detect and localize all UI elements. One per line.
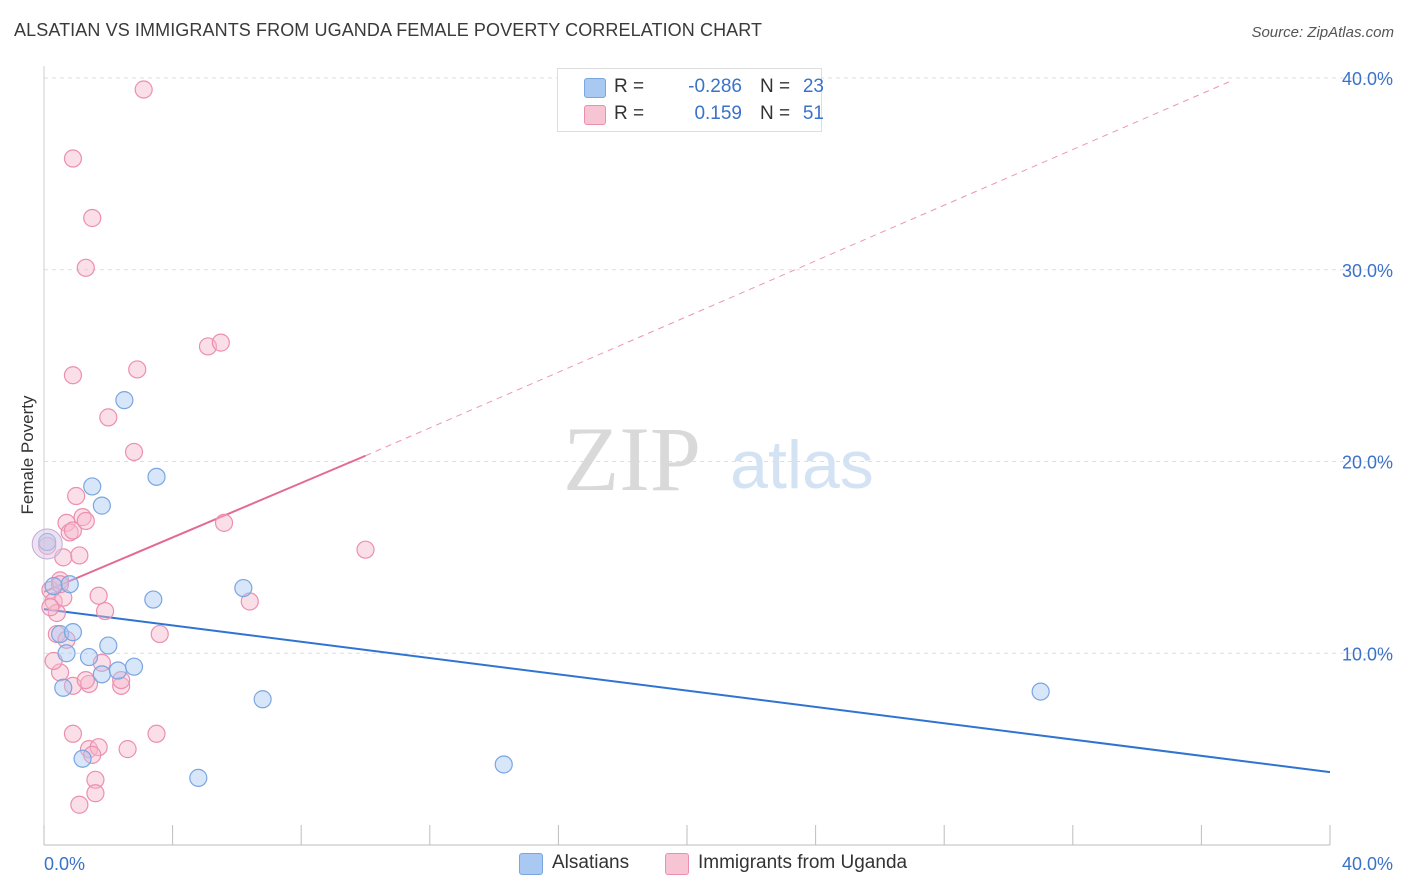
- data-point-alsatians: [54, 678, 73, 697]
- data-point-uganda: [63, 366, 83, 385]
- legend-label-uganda: Immigrants from Uganda: [698, 852, 908, 873]
- data-point-alsatians: [57, 644, 76, 663]
- alsatians-n-value: 23: [802, 76, 824, 97]
- data-point-alsatians: [124, 657, 144, 676]
- data-point-alsatians: [63, 623, 83, 642]
- data-point-alsatians: [494, 755, 513, 774]
- axes: [43, 66, 1331, 846]
- data-point-uganda: [128, 360, 147, 379]
- data-point-alsatians: [60, 575, 79, 594]
- y-tick-label: 40.0%: [1342, 69, 1393, 89]
- data-points: [31, 80, 1050, 814]
- legend-swatch-uganda: [665, 853, 689, 875]
- data-point-alsatians: [99, 636, 118, 655]
- trend-line-uganda-extension: [365, 79, 1234, 457]
- data-point-uganda: [76, 511, 95, 531]
- alsatians-r-value: -0.286: [688, 76, 742, 97]
- data-point-uganda: [86, 770, 105, 789]
- data-point-uganda: [95, 601, 115, 621]
- watermark-atlas: atlas: [730, 427, 874, 503]
- data-point-uganda: [118, 740, 137, 759]
- chart-title: ALSATIAN VS IMMIGRANTS FROM UGANDA FEMAL…: [14, 20, 763, 40]
- watermark-zip: ZIP: [563, 408, 701, 510]
- data-point-alsatians: [44, 577, 63, 596]
- data-point-uganda: [63, 521, 83, 540]
- data-point-alsatians: [83, 477, 102, 496]
- x-tick-label-max: 40.0%: [1342, 854, 1393, 874]
- data-point-uganda: [50, 575, 70, 594]
- data-point-uganda: [63, 724, 83, 743]
- y-axis-label: Female Poverty: [18, 395, 37, 515]
- data-point-alsatians: [253, 690, 272, 709]
- data-point-uganda: [112, 676, 131, 695]
- data-point-uganda: [134, 80, 153, 99]
- data-point-uganda: [60, 523, 79, 542]
- data-point-alsatians: [144, 590, 163, 609]
- data-point-uganda: [67, 486, 86, 506]
- data-point-uganda: [86, 784, 105, 803]
- r-label: R =: [614, 76, 645, 97]
- n-label: N =: [760, 103, 791, 124]
- y-tick-label: 20.0%: [1342, 453, 1393, 473]
- data-point-uganda: [211, 333, 230, 352]
- gridlines: [44, 77, 1390, 654]
- data-point-alsatians: [115, 391, 134, 410]
- data-point-uganda: [63, 149, 83, 168]
- r-label: R =: [614, 103, 645, 124]
- data-point-alsatians: [234, 578, 253, 598]
- data-point-alsatians: [108, 661, 128, 680]
- legend-swatch-alsatians: [519, 853, 543, 875]
- data-point-uganda: [89, 586, 108, 605]
- legend-label-alsatians: Alsatians: [552, 852, 630, 873]
- data-point-uganda: [83, 208, 102, 228]
- data-point-uganda: [70, 795, 89, 814]
- trend-line-alsatians: [43, 608, 1331, 774]
- alsatians-swatch: [584, 78, 606, 98]
- y-tick-label: 10.0%: [1342, 644, 1393, 664]
- data-point-alsatians: [79, 647, 99, 667]
- data-point-uganda: [76, 258, 95, 277]
- data-point-alsatians: [1031, 682, 1050, 701]
- data-point-alsatians: [92, 665, 111, 684]
- data-point-uganda: [44, 592, 63, 611]
- data-point-uganda: [112, 670, 131, 690]
- data-point-uganda: [214, 513, 234, 532]
- y-tick-label: 30.0%: [1342, 261, 1393, 281]
- data-point-alsatians: [147, 467, 166, 486]
- data-point-uganda: [83, 745, 102, 764]
- uganda-n-value: 51: [802, 103, 824, 124]
- stats-box: R = -0.286 N = 23 R = 0.159 N = 51: [557, 68, 824, 132]
- trend-line-uganda: [43, 454, 366, 593]
- data-point-uganda: [124, 442, 144, 462]
- data-point-alsatians: [73, 749, 92, 768]
- data-point-uganda: [76, 670, 95, 690]
- data-point-uganda: [147, 724, 166, 743]
- data-point-uganda: [356, 540, 375, 559]
- trend-lines: [43, 79, 1331, 774]
- watermark: ZIP atlas: [563, 408, 874, 510]
- uganda-r-value: 0.159: [694, 103, 742, 124]
- data-point-overlap: [31, 528, 63, 560]
- n-label: N =: [760, 76, 791, 97]
- data-point-alsatians: [92, 496, 111, 515]
- data-point-uganda: [41, 598, 60, 617]
- data-point-uganda: [50, 663, 70, 682]
- data-point-uganda: [70, 546, 89, 565]
- data-point-uganda: [99, 408, 118, 427]
- uganda-swatch: [584, 105, 606, 125]
- data-point-uganda: [150, 624, 169, 644]
- x-tick-label-min: 0.0%: [44, 854, 85, 874]
- data-point-alsatians: [189, 768, 208, 787]
- source-label: Source: ZipAtlas.com: [1251, 24, 1394, 41]
- tick-labels: 10.0% 20.0% 30.0% 40.0% 0.0% 40.0%: [44, 69, 1393, 874]
